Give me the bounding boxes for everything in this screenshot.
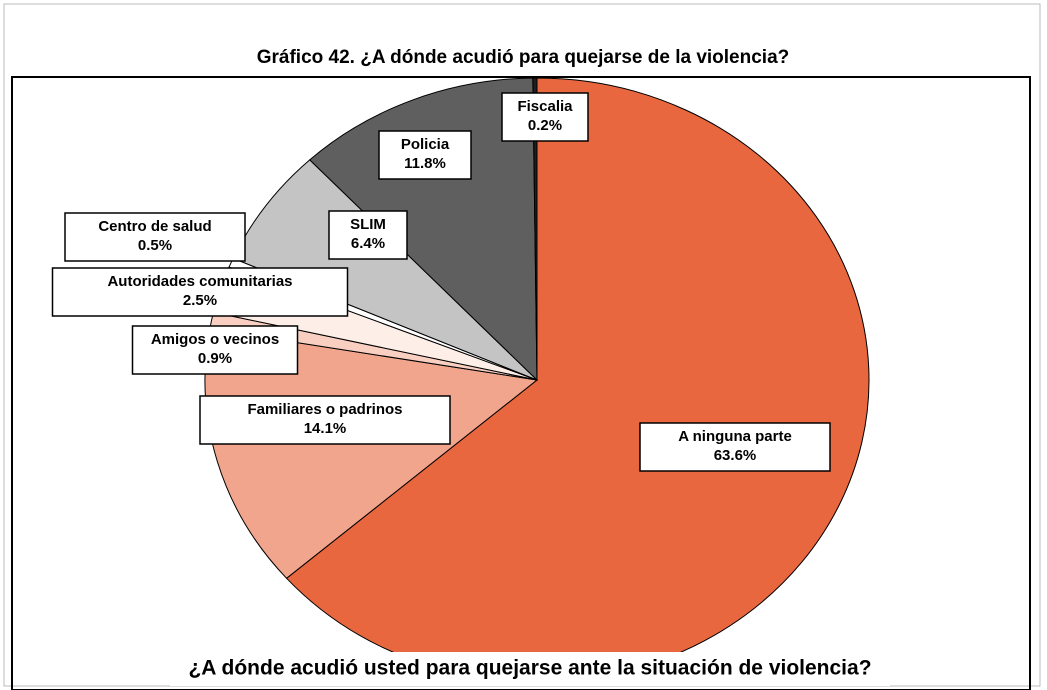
plot-border: [11, 76, 1031, 690]
value-label: 14.1%: [304, 420, 347, 437]
xlabel-bg: [170, 652, 890, 686]
value-label: 0.5%: [138, 237, 172, 254]
value-label: 6.4%: [351, 235, 385, 252]
label-box: [51, 267, 349, 317]
value-label: 2.5%: [183, 292, 217, 309]
label-box: [378, 130, 472, 180]
pie: [204, 77, 870, 683]
category-label: Centro de salud: [98, 218, 211, 235]
value-label: 11.8%: [404, 155, 446, 172]
category-label: Fiscalia: [517, 98, 573, 115]
category-label: Autoridades comunitarias: [107, 273, 292, 290]
category-label: Policia: [401, 136, 450, 153]
category-label: Amigos o vecinos: [151, 331, 279, 348]
label-box: [64, 212, 246, 262]
label-box: [131, 325, 299, 375]
label-box: [328, 210, 408, 260]
label-box: [639, 422, 831, 472]
chart-title: Gráfico 42. ¿A dónde acudió para quejars…: [257, 47, 790, 68]
value-label: 0.9%: [198, 350, 232, 367]
category-label: Familiares o padrinos: [247, 401, 402, 418]
category-label: SLIM: [350, 216, 386, 233]
value-label: 0.2%: [528, 117, 562, 134]
x-axis-label: ¿A dónde acudió usted para quejarse ante…: [188, 657, 871, 680]
label-box: [501, 92, 589, 142]
labels: A ninguna parte 63.6% Familiares o padrino…: [51, 92, 831, 472]
value-label: 63.6%: [714, 447, 757, 464]
category-label: A ninguna parte: [678, 428, 792, 445]
pie-slice: [308, 77, 538, 382]
label-box: [199, 395, 451, 445]
pie-slice: [532, 77, 538, 381]
